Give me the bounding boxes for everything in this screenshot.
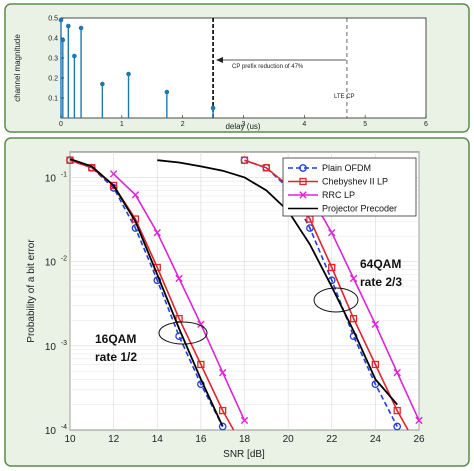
series-1-point-1-6: [371, 360, 380, 369]
series-2-point-1-3: [349, 274, 358, 283]
top-x-tick-label-6: 6: [424, 121, 428, 128]
stem-point-0: [58, 17, 64, 23]
ber-chart: 10 12 14 16 18 20 22 24 26 10 -1 10 -2 10 -3 10 -4 16QA…: [26, 151, 425, 460]
top-x-tick-label-4: 4: [302, 121, 306, 128]
qam64-ellipse: [313, 287, 359, 313]
top-y-tick-label-0: 0.1: [48, 96, 58, 103]
series-2-point-0-6: [240, 416, 249, 425]
qam64-label: 64QAM: [360, 257, 401, 271]
top-plot-area: [60, 17, 427, 119]
series-1-point-1-1: [262, 164, 270, 172]
series-2-point-0-0: [109, 170, 118, 178]
ber-y-tick-exp-2: -3: [61, 340, 67, 347]
ber-y-tick-label-1: 10: [45, 258, 57, 269]
top-x-tick-label-2: 2: [181, 121, 185, 128]
stem-point-4: [78, 25, 84, 31]
stem-point-2: [66, 23, 71, 29]
stem-point-3: [72, 53, 77, 59]
legend-marker-0: [299, 164, 307, 172]
stem-point-5: [100, 81, 105, 87]
ber-y-tick-label-0: 10: [45, 173, 57, 184]
ber-x-ticks: 10 12 14 16 18 20 22 24 26: [64, 434, 425, 445]
ber-x-axis-label: SNR [dB]: [223, 449, 265, 460]
top-x-ticks: 0 1 2 3 4 5 6: [59, 115, 428, 128]
top-x-axis-label: delay (us): [225, 122, 260, 131]
rate16-label: rate 1/2: [95, 350, 137, 364]
series-2-point-0-2: [153, 229, 161, 237]
series-1-point-1-4: [328, 263, 336, 272]
stem-point-8: [210, 105, 216, 111]
series-0-point-0-7: [218, 422, 227, 431]
ber-x-tick-label-7: 24: [370, 434, 382, 445]
series-1-point-0-7: [219, 406, 227, 415]
rate64-label: rate 2/3: [360, 275, 402, 289]
ber-series-group: [66, 156, 423, 431]
top-y-tick-label-4: 0.5: [48, 16, 58, 23]
ber-x-tick-label-4: 18: [239, 434, 251, 445]
series-1-point-1-7: [393, 406, 401, 415]
top-y-axis-label: channel magnitude: [13, 34, 22, 102]
qam16-ellipse: [158, 321, 208, 345]
top-y-ticks: 0.1 0.2 0.3 0.4 0.5: [48, 16, 64, 103]
stem-point-1: [60, 37, 66, 43]
ber-x-tick-label-1: 12: [108, 434, 120, 445]
stem-point-7: [164, 89, 170, 95]
ber-y-tick-label-3: 10: [45, 426, 57, 437]
ber-y-tick-label-2: 10: [45, 342, 57, 353]
legend-label-3: Projector Precoder: [322, 204, 397, 214]
series-1-point-1-5: [349, 314, 358, 323]
ber-x-tick-label-8: 26: [413, 434, 425, 445]
ber-y-tick-exp-1: -2: [61, 256, 67, 263]
series-2-point-0-1: [131, 191, 140, 199]
ber-x-tick-label-5: 20: [283, 434, 295, 445]
series-2-point-1-5: [393, 368, 401, 377]
legend-label-2: RRC LP: [322, 190, 355, 200]
series-1-point-0-1: [88, 164, 96, 172]
series-2-point-1-6: [415, 416, 423, 425]
legend-label-0: Plain OFDM: [322, 163, 371, 173]
cp-reduction-label: CP prefix reduction of 47%: [232, 64, 304, 70]
stem-point-6: [126, 71, 131, 77]
series-3-line-0: [69, 158, 224, 427]
legend-items: Plain OFDM Chebyshev II LP RRC LP Projector…: [288, 163, 397, 214]
ber-x-tick-label-0: 10: [64, 434, 76, 445]
lte-cp-label: LTE CP: [334, 94, 355, 100]
series-2-point-0-3: [175, 274, 183, 283]
legend-marker-2: [299, 191, 307, 199]
ber-x-tick-label-3: 16: [195, 434, 207, 445]
ber-y-tick-exp-0: -1: [61, 171, 67, 178]
ber-x-tick-label-6: 22: [326, 434, 338, 445]
qam16-label: 16QAM: [95, 332, 136, 346]
series-2-point-1-2: [328, 229, 336, 237]
legend-label-1: Chebyshev II LP: [322, 177, 388, 187]
top-y-tick-label-2: 0.3: [48, 56, 58, 63]
series-0-point-1-7: [393, 422, 402, 431]
top-y-tick-label-1: 0.2: [48, 76, 58, 83]
series-1-point-1-0: [240, 156, 249, 164]
top-x-tick-label-5: 5: [363, 121, 367, 128]
ber-y-ticks: 10 -1 10 -2 10 -3 10 -4: [45, 171, 67, 437]
cp-arrow-head: [216, 57, 223, 63]
channel-magnitude-chart: 0 1 2 3 4 5 6 0.1 0.2 0.3 0.4 0.5 CP prefix reduct…: [13, 16, 428, 132]
ber-x-tick-label-2: 14: [152, 434, 164, 445]
ber-y-tick-exp-3: -4: [61, 424, 67, 431]
legend-marker-1: [299, 177, 307, 186]
series-2-point-1-4: [371, 320, 380, 328]
series-1-point-0-6: [197, 360, 205, 369]
top-x-tick-label-0: 0: [59, 121, 63, 128]
series-3-line-1: [157, 159, 398, 406]
series-1-point-0-2: [109, 181, 118, 190]
top-x-tick-label-3: 3: [242, 121, 246, 128]
legend: Plain OFDM Chebyshev II LP RRC LP Projector…: [282, 157, 417, 217]
stem-series: [58, 17, 216, 118]
top-x-tick-label-1: 1: [120, 121, 124, 128]
series-3: [69, 158, 398, 427]
cp-lines: [212, 18, 348, 118]
ber-y-axis-label: Probability of a bit error: [26, 239, 37, 343]
top-y-tick-label-3: 0.4: [48, 36, 58, 43]
series-2-point-0-5: [218, 368, 227, 377]
